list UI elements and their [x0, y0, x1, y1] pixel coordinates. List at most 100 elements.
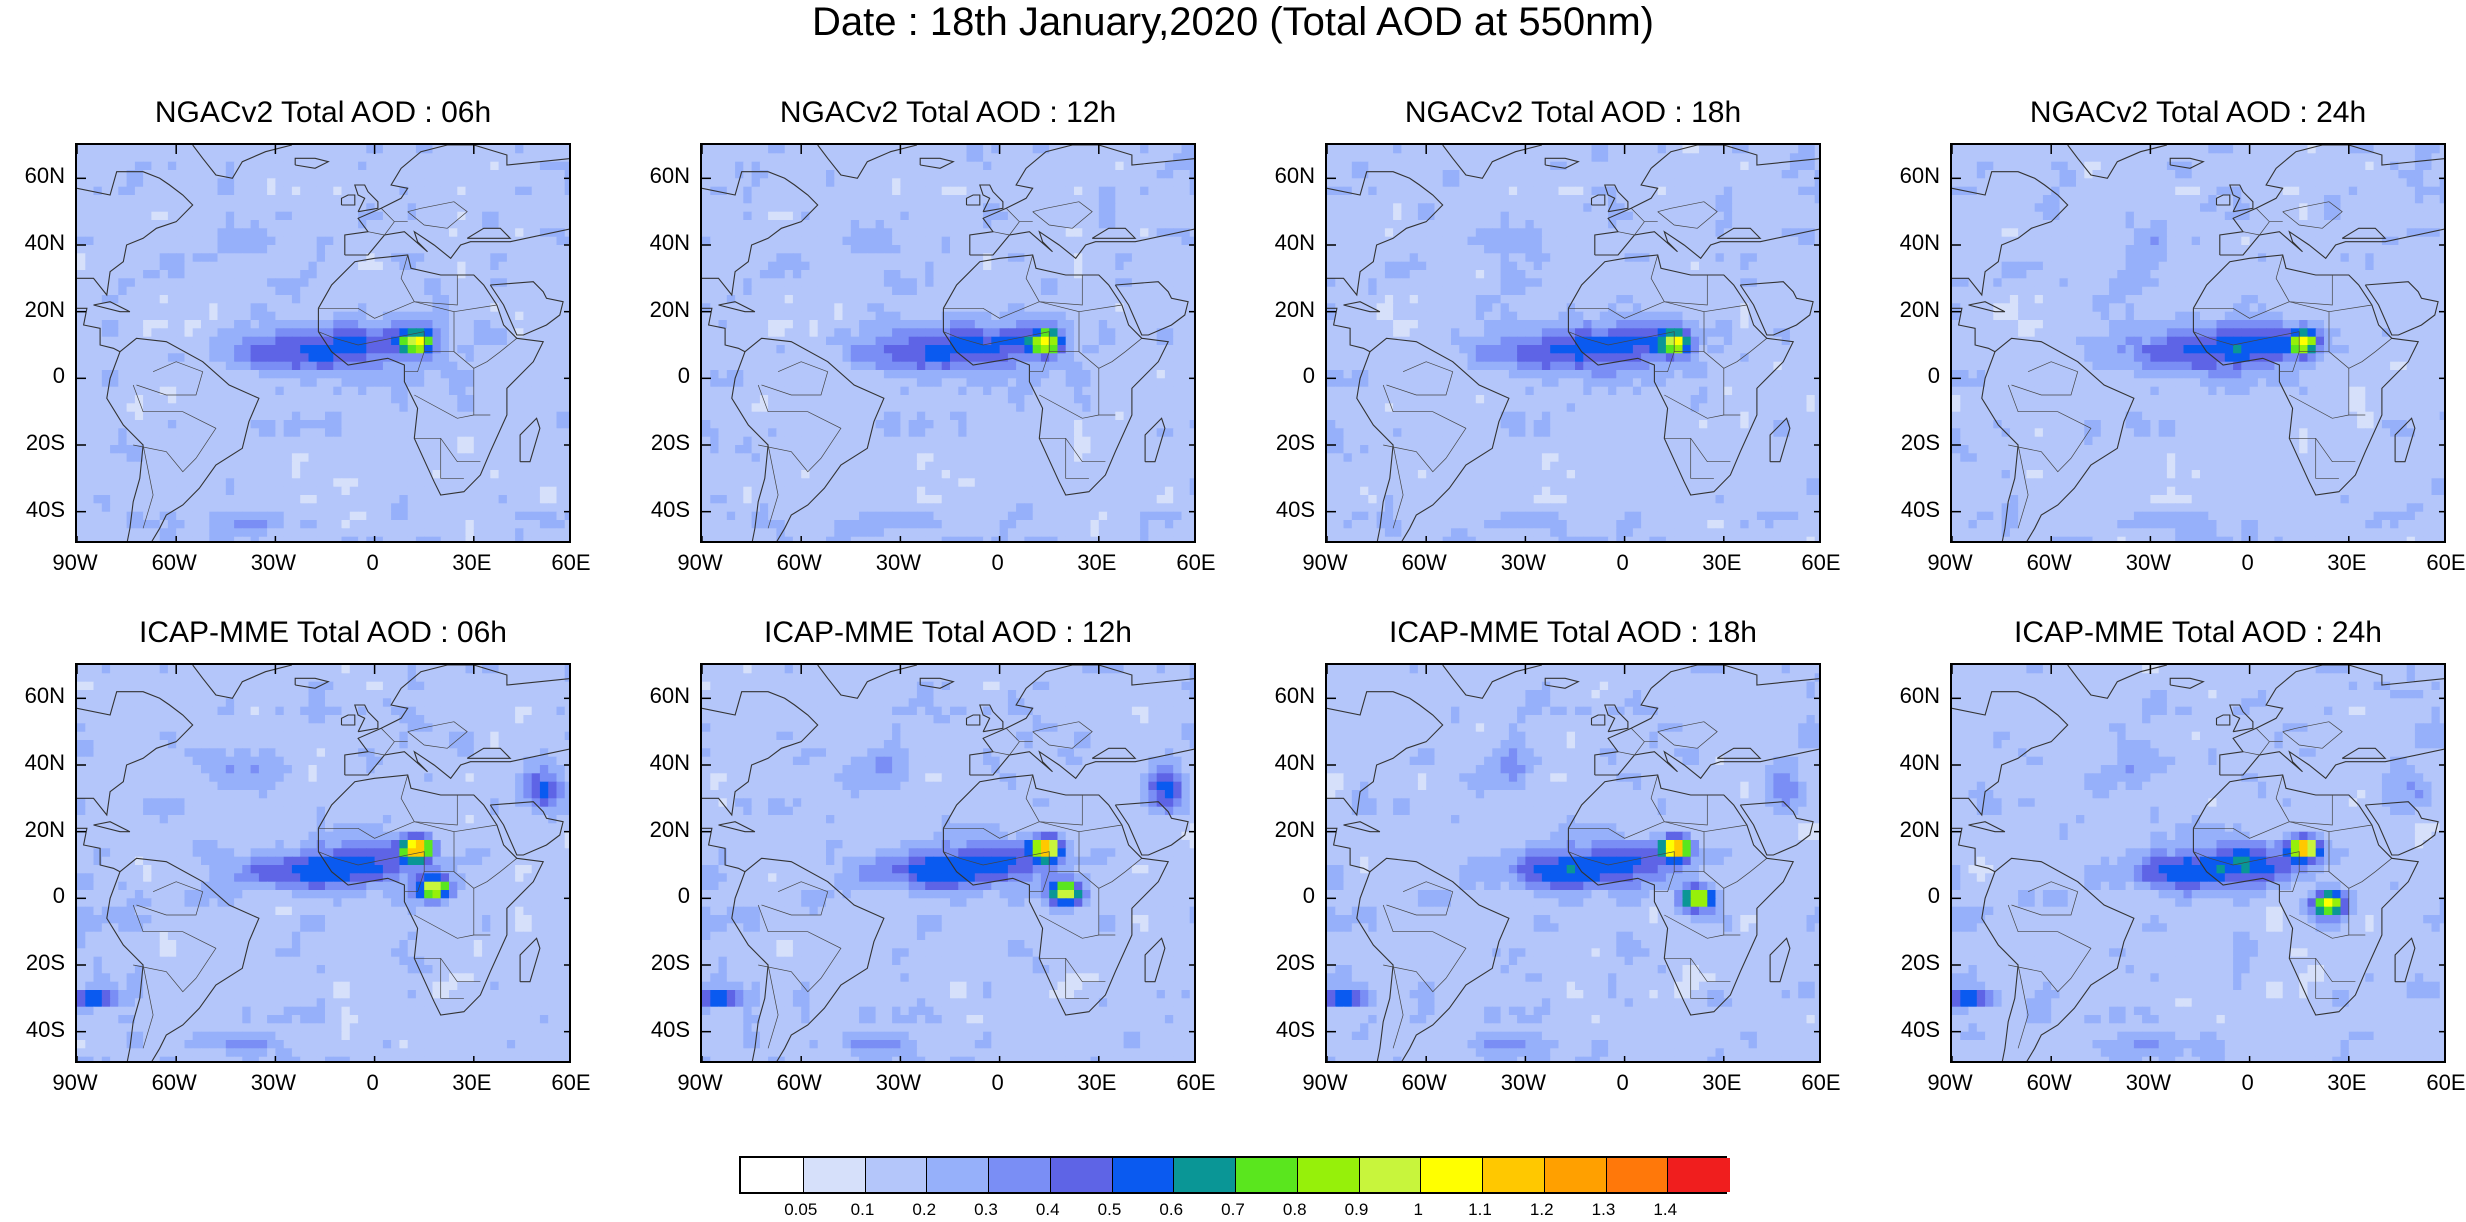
lon-tick-label: 30W: [243, 1071, 303, 1095]
colorbar-swatch: [1296, 1158, 1360, 1192]
colorbar-label: 1.1: [1450, 1200, 1510, 1220]
lat-tick-label: 20S: [1265, 431, 1315, 455]
lat-tick-label: 20N: [1265, 817, 1315, 842]
aod-map: [77, 665, 569, 1061]
lon-tick-label: 0: [2218, 1071, 2278, 1095]
lat-tick-label: 60N: [640, 164, 690, 188]
lon-tick-label: 0: [1593, 1071, 1653, 1095]
lon-tick-label: 90W: [670, 1071, 730, 1095]
lon-tick-label: 90W: [45, 551, 105, 575]
map-panel: [75, 663, 571, 1063]
coastlines: [1952, 145, 2444, 541]
lat-tick-label: 40S: [15, 1017, 65, 1042]
lat-tick-label: 40N: [640, 231, 690, 255]
lat-tick-label: 0: [640, 884, 690, 908]
lat-tick-label: 60N: [15, 684, 65, 708]
lat-tick-label: 20S: [15, 431, 65, 455]
panel-title: NGACv2 Total AOD : 24h: [1930, 95, 2466, 131]
country-borders: [132, 721, 518, 1049]
lat-tick-label: 20S: [640, 431, 690, 455]
lat-tick-label: 0: [15, 884, 65, 908]
lon-tick-label: 30E: [442, 551, 502, 575]
colorbar-swatch: [1482, 1158, 1545, 1192]
panel-title: ICAP-MME Total AOD : 12h: [680, 615, 1216, 651]
panel-title: NGACv2 Total AOD : 12h: [680, 95, 1216, 131]
map-panel: [75, 143, 571, 543]
lon-tick-label: 0: [1593, 551, 1653, 575]
lon-tick-label: 30E: [1692, 1071, 1752, 1095]
axis-ticks: [77, 665, 569, 1061]
lat-tick-label: 20N: [1265, 297, 1315, 322]
lat-tick-label: 0: [640, 364, 690, 388]
colorbar-label: 0.3: [956, 1200, 1016, 1220]
colorbar-label: 0.4: [1018, 1200, 1078, 1220]
colorbar-label: 1.3: [1574, 1200, 1634, 1220]
coastlines: [702, 145, 1194, 541]
country-borders: [757, 201, 1143, 529]
lat-tick-label: 60N: [1265, 684, 1315, 708]
colorbar-swatch: [1420, 1158, 1483, 1192]
lat-tick-label: 60N: [640, 684, 690, 708]
colorbar-label: 1.2: [1512, 1200, 1572, 1220]
lon-tick-label: 60E: [1791, 551, 1851, 575]
lon-tick-label: 60W: [144, 1071, 204, 1095]
coastlines: [77, 665, 569, 1061]
coastlines: [1327, 145, 1819, 541]
colorbar-label: 0.5: [1080, 1200, 1140, 1220]
lat-tick-label: 20N: [640, 297, 690, 322]
lon-tick-label: 60E: [541, 551, 601, 575]
colorbar-label: 1: [1388, 1200, 1448, 1220]
coastlines: [77, 145, 569, 541]
lon-tick-label: 0: [343, 551, 403, 575]
lon-tick-label: 30W: [1493, 1071, 1553, 1095]
lon-tick-label: 30W: [868, 551, 928, 575]
lat-tick-label: 40N: [1890, 231, 1940, 255]
lon-tick-label: 60E: [541, 1071, 601, 1095]
lon-tick-label: 0: [343, 1071, 403, 1095]
lat-tick-label: 20S: [15, 951, 65, 975]
country-borders: [1382, 201, 1768, 529]
aod-field: [77, 665, 569, 1061]
aod-map: [1327, 145, 1819, 541]
colorbar-label: 0.8: [1265, 1200, 1325, 1220]
panel-title: NGACv2 Total AOD : 18h: [1305, 95, 1841, 131]
map-panel: [1950, 143, 2446, 543]
colorbar-swatch: [1111, 1158, 1175, 1192]
lat-tick-label: 20S: [1265, 951, 1315, 975]
lat-tick-label: 20N: [1890, 297, 1940, 322]
colorbar-swatch: [1173, 1158, 1236, 1192]
map-panel: [700, 143, 1196, 543]
lon-tick-label: 90W: [1295, 1071, 1355, 1095]
axis-ticks: [1327, 145, 1819, 541]
lat-tick-label: 40N: [1890, 751, 1940, 775]
aod-map: [77, 145, 569, 541]
lat-tick-label: 0: [1890, 884, 1940, 908]
lat-tick-label: 40S: [15, 497, 65, 522]
lat-tick-label: 40S: [640, 497, 690, 522]
coastlines: [1327, 665, 1819, 1061]
lon-tick-label: 60W: [2019, 1071, 2079, 1095]
lat-tick-label: 40N: [15, 751, 65, 775]
lon-tick-label: 30W: [2118, 1071, 2178, 1095]
country-borders: [757, 721, 1143, 1049]
map-panel: [1325, 663, 1821, 1063]
coastlines: [702, 665, 1194, 1061]
colorbar-swatch: [926, 1158, 989, 1192]
lat-tick-label: 40S: [1890, 1017, 1940, 1042]
axis-ticks: [1952, 145, 2444, 541]
colorbar-swatch: [1049, 1158, 1113, 1192]
colorbar-swatch: [864, 1158, 928, 1192]
lon-tick-label: 30E: [1067, 1071, 1127, 1095]
lat-tick-label: 40N: [1265, 231, 1315, 255]
lon-tick-label: 90W: [1295, 551, 1355, 575]
lon-tick-label: 30E: [1067, 551, 1127, 575]
aod-map: [702, 665, 1194, 1061]
lon-tick-label: 60W: [1394, 1071, 1454, 1095]
lat-tick-label: 0: [1265, 364, 1315, 388]
lon-tick-label: 30E: [442, 1071, 502, 1095]
lat-tick-label: 0: [1890, 364, 1940, 388]
lon-tick-label: 60E: [1166, 1071, 1226, 1095]
panel-title: ICAP-MME Total AOD : 06h: [55, 615, 591, 651]
aod-field: [702, 145, 1194, 541]
map-panel: [700, 663, 1196, 1063]
